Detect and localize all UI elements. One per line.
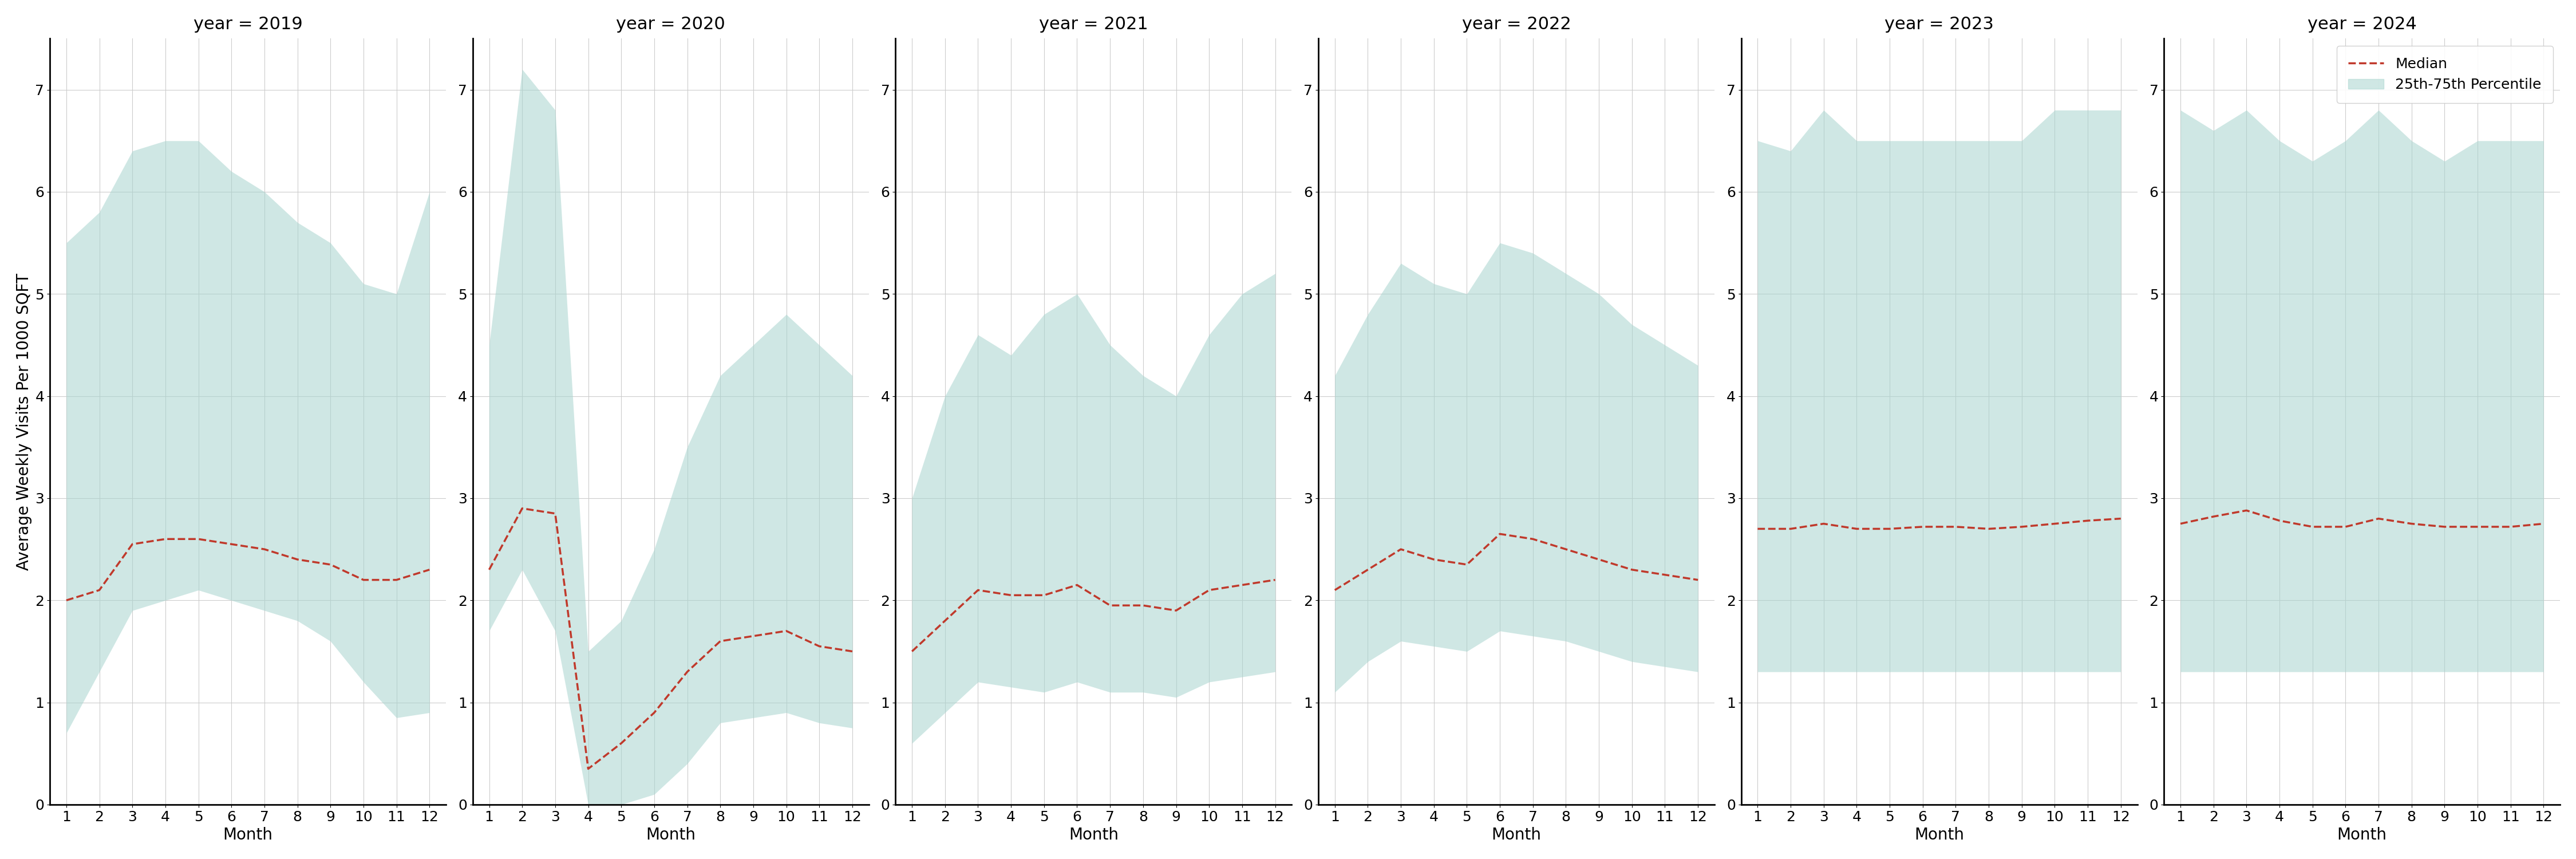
Title: year = 2021: year = 2021 — [1038, 16, 1149, 33]
X-axis label: Month: Month — [2336, 827, 2388, 843]
X-axis label: Month: Month — [1069, 827, 1118, 843]
X-axis label: Month: Month — [224, 827, 273, 843]
Title: year = 2020: year = 2020 — [616, 16, 726, 33]
Y-axis label: Average Weekly Visits Per 1000 SQFT: Average Weekly Visits Per 1000 SQFT — [15, 273, 31, 570]
X-axis label: Month: Month — [1914, 827, 1963, 843]
Legend: Median, 25th-75th Percentile: Median, 25th-75th Percentile — [2336, 46, 2553, 103]
Title: year = 2023: year = 2023 — [1886, 16, 1994, 33]
Title: year = 2024: year = 2024 — [2308, 16, 2416, 33]
X-axis label: Month: Month — [1492, 827, 1540, 843]
Title: year = 2019: year = 2019 — [193, 16, 301, 33]
X-axis label: Month: Month — [647, 827, 696, 843]
Title: year = 2022: year = 2022 — [1461, 16, 1571, 33]
